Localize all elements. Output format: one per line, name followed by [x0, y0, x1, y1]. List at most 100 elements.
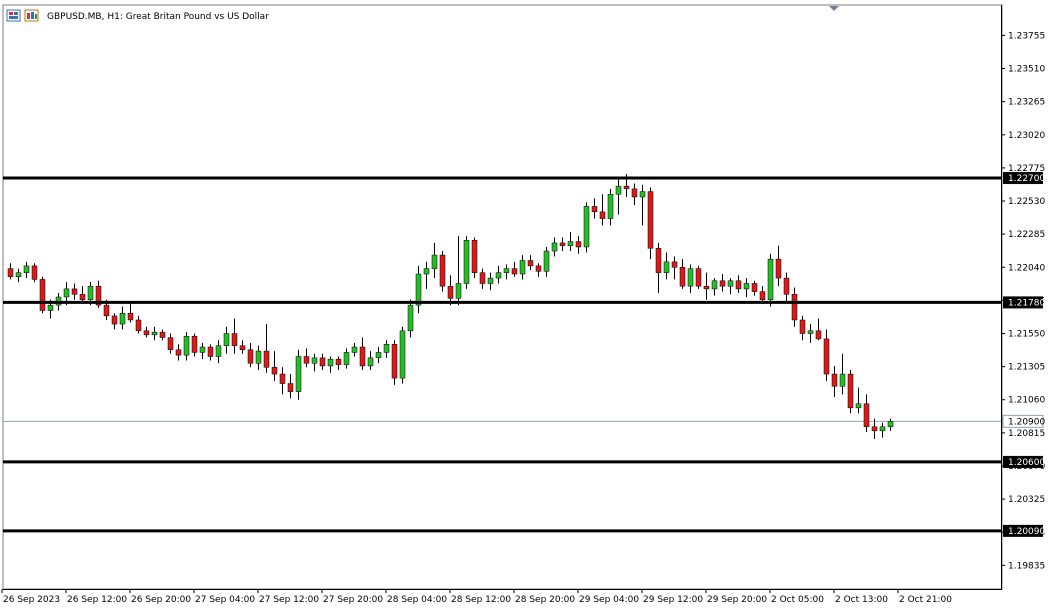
- candle-body-bull: [887, 421, 894, 428]
- candle-body-bull: [151, 331, 158, 336]
- candle: [783, 272, 790, 303]
- candle: [887, 418, 894, 431]
- candle-body-bull: [607, 194, 614, 219]
- price-tick-label: 1.21305: [1008, 363, 1045, 373]
- candle-body-bull: [199, 346, 206, 353]
- time-tick-label: 27 Sep 04:00: [195, 595, 255, 605]
- candle: [751, 280, 758, 296]
- candle: [791, 287, 798, 327]
- candle-body-bull: [119, 312, 126, 325]
- candle-body-bear: [679, 267, 686, 287]
- candle-body-bull: [519, 260, 526, 275]
- candle: [431, 242, 438, 279]
- candle-body-bull: [543, 250, 550, 272]
- candle-body-bear: [191, 335, 198, 353]
- candle-body-bear: [847, 373, 854, 409]
- candle: [863, 394, 870, 433]
- candle-body-bull: [407, 304, 414, 332]
- time-tick-label: 2 Oct 21:00: [899, 595, 952, 605]
- current-price-line-group: 1.20900: [3, 414, 1045, 428]
- candle: [575, 236, 582, 254]
- candle-body-bear: [279, 373, 286, 384]
- candle: [447, 275, 454, 306]
- candle-body-bear: [167, 337, 174, 350]
- horizontal-level[interactable]: 1.20090: [3, 524, 1045, 537]
- chart-title: GBPUSD.MB, H1: Great Britan Pound vs US …: [47, 12, 269, 22]
- candle: [375, 347, 382, 364]
- candle-body-bear: [479, 272, 486, 284]
- time-tick-label: 26 Sep 20:00: [131, 595, 191, 605]
- candle-body-bear: [287, 383, 294, 392]
- horizontal-level-label: 1.20600: [1008, 458, 1045, 468]
- candle-body-bear: [647, 191, 654, 249]
- candle: [143, 326, 150, 338]
- candle: [439, 251, 446, 292]
- candle: [543, 246, 550, 277]
- candle: [279, 367, 286, 395]
- candle: [591, 198, 598, 219]
- candle: [271, 351, 278, 381]
- candle-body-bull: [431, 254, 438, 269]
- candle-body-bear: [527, 260, 534, 267]
- candle: [519, 255, 526, 280]
- current-price-label: 1.20900: [1008, 417, 1045, 427]
- horizontal-levels[interactable]: 1.22700 1.21780 1.20600 1.20090: [3, 172, 1045, 537]
- candle: [359, 337, 366, 370]
- candle: [399, 326, 406, 384]
- candle: [599, 194, 606, 226]
- price-tick-label: 1.22285: [1008, 230, 1045, 240]
- price-tick-label: 1.22530: [1008, 197, 1045, 207]
- candle-body-bear: [103, 304, 110, 317]
- candle-body-bull: [767, 258, 774, 300]
- candle-body-bull: [255, 350, 262, 364]
- candle: [175, 344, 182, 361]
- candle: [703, 272, 710, 300]
- candle: [511, 261, 518, 277]
- candle: [39, 276, 46, 314]
- candle: [567, 232, 574, 252]
- candle-body-bull: [839, 373, 846, 387]
- candle-body-bull: [807, 330, 814, 334]
- candle: [335, 356, 342, 370]
- candle: [679, 259, 686, 289]
- candle-body-bear: [775, 258, 782, 279]
- candle: [799, 315, 806, 341]
- candle-body-bull: [351, 346, 358, 353]
- horizontal-level-label: 1.20090: [1008, 527, 1045, 537]
- time-tick-label: 29 Sep 20:00: [707, 595, 767, 605]
- candle-body-bear: [703, 285, 710, 290]
- time-axis[interactable]: 26 Sep 2023 26 Sep 12:00 26 Sep 20:00 27 Se…: [1, 589, 952, 605]
- candle-body-bull: [463, 239, 470, 284]
- candle-body-bear: [319, 357, 326, 367]
- candle: [455, 236, 462, 306]
- candle-body-bear: [439, 254, 446, 287]
- candle-body-bear: [623, 185, 630, 190]
- candle-body-bear: [95, 285, 102, 306]
- candle-body-bear: [39, 279, 46, 311]
- horizontal-level[interactable]: 1.21780: [3, 296, 1045, 309]
- chart-shift-marker-icon[interactable]: [829, 6, 839, 11]
- candle: [391, 340, 398, 385]
- candle-body-bull: [663, 261, 670, 273]
- candle-body-bull: [15, 272, 22, 277]
- candle: [711, 278, 718, 296]
- candle-body-bear: [239, 345, 246, 350]
- chart-window-icon[interactable]: [6, 9, 21, 22]
- candle: [159, 329, 166, 341]
- candle-body-bear: [871, 426, 878, 432]
- candle: [367, 351, 374, 370]
- candle-body-bear: [591, 206, 598, 213]
- indicators-icon[interactable]: [24, 9, 39, 22]
- candle: [231, 318, 238, 354]
- candle-body-bull: [711, 280, 718, 290]
- candle-body-bear: [671, 261, 678, 268]
- candle: [207, 344, 214, 361]
- candle: [167, 333, 174, 354]
- horizontal-level[interactable]: 1.22700: [3, 172, 1045, 185]
- candle-body-bull: [495, 272, 502, 279]
- horizontal-level[interactable]: 1.20600: [3, 455, 1045, 468]
- candle-body-bull: [47, 304, 54, 311]
- candle-body-bull: [855, 403, 862, 409]
